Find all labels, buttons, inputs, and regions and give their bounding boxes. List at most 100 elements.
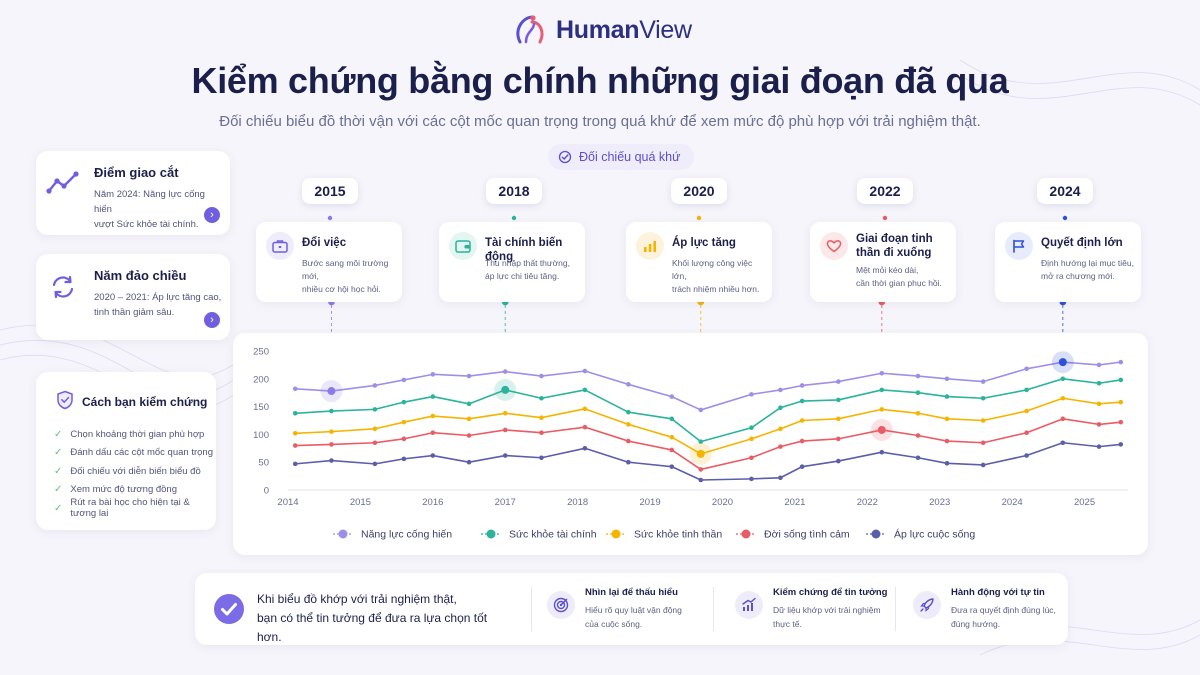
benefit-text: Hiểu rõ quy luật vận động của cuộc sống. [585, 603, 715, 631]
data-point [329, 429, 334, 434]
data-point [1060, 376, 1066, 382]
data-point [915, 373, 921, 379]
year-pill-2018[interactable]: 2018 [486, 178, 542, 204]
x-tick-label: 2023 [929, 497, 950, 508]
milestone-card-finance[interactable]: Tài chính biến động Thu nhập thất thường… [439, 222, 585, 302]
data-point [539, 430, 544, 436]
x-tick-label: 2015 [350, 497, 371, 508]
verify-item: ✓ Rút ra bài học cho hiện tại & tương lai [54, 497, 216, 519]
milestone-text-line: Mệt mỏi kéo dài, [856, 265, 919, 275]
check-icon: ✓ [54, 502, 63, 514]
target-check-icon [558, 150, 572, 164]
rocket-icon [913, 591, 941, 619]
data-point [879, 370, 885, 376]
data-point [582, 406, 588, 412]
milestone-card-change-job[interactable]: Đổi việc Bước sang môi trường mới, nhiều … [256, 222, 402, 302]
timeline-connector-dot [1062, 215, 1068, 221]
benefit-text-line: đúng hướng. [951, 619, 1001, 629]
intersection-card[interactable]: Điểm giao cắt Năm 2024: Năng lực cống hi… [36, 151, 230, 235]
data-point [292, 410, 298, 416]
intersection-arrow-button[interactable]: › [204, 207, 220, 223]
data-point [879, 387, 885, 393]
data-point [626, 382, 631, 387]
data-point [466, 433, 472, 438]
data-point [466, 401, 472, 407]
legend-label: Sức khỏe tinh thần [634, 529, 722, 541]
y-tick-label: 150 [253, 402, 269, 413]
x-tick-label: 2020 [712, 497, 733, 508]
data-point [1118, 377, 1124, 383]
data-point [502, 453, 508, 458]
data-point [502, 369, 508, 374]
data-point [1024, 366, 1029, 372]
milestone-card-pressure[interactable]: Áp lực tăng Khối lượng công việc lớn, trá… [626, 222, 772, 302]
data-point [944, 394, 950, 399]
data-point [778, 475, 783, 481]
reversal-card[interactable]: Năm đảo chiều 2020 – 2021: Áp lực tăng c… [36, 254, 230, 340]
milestone-card-big-decision[interactable]: Quyết định lớn Định hướng lại mục tiêu, m… [995, 222, 1141, 302]
flag-icon [1005, 232, 1033, 260]
data-point [836, 436, 841, 442]
data-point [669, 416, 675, 422]
verify-item-label: Chọn khoảng thời gian phù hợp [70, 428, 205, 440]
data-point [1118, 359, 1124, 365]
brand-name: HumanView [556, 16, 692, 45]
year-pill-2022[interactable]: 2022 [857, 178, 913, 204]
x-tick-label: 2014 [277, 497, 298, 508]
year-pill-2020[interactable]: 2020 [671, 178, 727, 204]
data-point [329, 408, 334, 414]
data-point [1096, 444, 1102, 449]
verify-item-label: Đối chiếu với diễn biến biểu đồ [70, 465, 201, 477]
series-line [295, 441, 1121, 481]
compare-past-pill[interactable]: Đối chiếu quá khứ [548, 144, 695, 170]
data-point [749, 455, 754, 461]
milestone-title: Quyết định lớn [1041, 237, 1123, 249]
data-point [980, 418, 986, 423]
data-point [372, 383, 378, 388]
year-pill-2024[interactable]: 2024 [1037, 178, 1093, 204]
data-point [626, 422, 631, 427]
data-point [1060, 440, 1066, 446]
data-point [539, 455, 544, 461]
data-point [430, 394, 436, 399]
verify-title: Cách bạn kiểm chứng [82, 395, 208, 409]
trend-line-icon [46, 171, 79, 194]
legend-swatch [486, 529, 496, 539]
benefit-text-line: của cuộc sống. [585, 619, 643, 629]
data-point [879, 449, 885, 455]
x-tick-label: 2024 [1002, 497, 1023, 508]
milestone-text: Khối lượng công việc lớn, trách nhiệm nhi… [672, 257, 768, 296]
brand-name-regular: View [639, 15, 692, 44]
data-point [879, 407, 885, 412]
data-point [915, 410, 921, 416]
reversal-arrow-button[interactable]: › [204, 312, 220, 328]
brand-name-bold: Human [556, 15, 640, 44]
milestone-text-line: mở ra chương mới. [1041, 271, 1115, 281]
check-icon: ✓ [54, 428, 63, 440]
legend-label: Sức khỏe tài chính [509, 529, 597, 541]
x-tick-label: 2018 [567, 497, 588, 508]
data-point [539, 395, 544, 401]
wallet-icon [449, 232, 477, 260]
data-point [430, 372, 436, 377]
year-pill-2015[interactable]: 2015 [302, 178, 358, 204]
data-point [980, 462, 986, 468]
milestone-card-spirit-down[interactable]: Giai đoạn tinh thần đi xuống Mệt mỏi kéo… [810, 222, 956, 302]
milestone-text: Định hướng lại mục tiêu, mở ra chương mới… [1041, 257, 1137, 283]
data-point [799, 418, 805, 423]
data-point [626, 438, 631, 444]
reversal-title: Năm đảo chiều [94, 268, 187, 283]
data-point [836, 379, 841, 384]
data-point [329, 442, 334, 447]
line-chart: 0 50 100 150 200 250 2014 2015 2016 2017 2018 2019 2… [253, 347, 1128, 541]
data-point [401, 377, 407, 383]
check-icon: ✓ [54, 447, 63, 459]
data-point [778, 444, 783, 449]
data-point [749, 425, 754, 431]
divider [531, 587, 532, 631]
refresh-icon [52, 275, 74, 299]
data-point [944, 416, 950, 422]
benefit-title: Kiểm chứng để tin tưởng [773, 587, 888, 598]
page-title: Kiểm chứng bằng chính những giai đoạn đã… [191, 60, 1009, 101]
data-point [698, 477, 704, 483]
